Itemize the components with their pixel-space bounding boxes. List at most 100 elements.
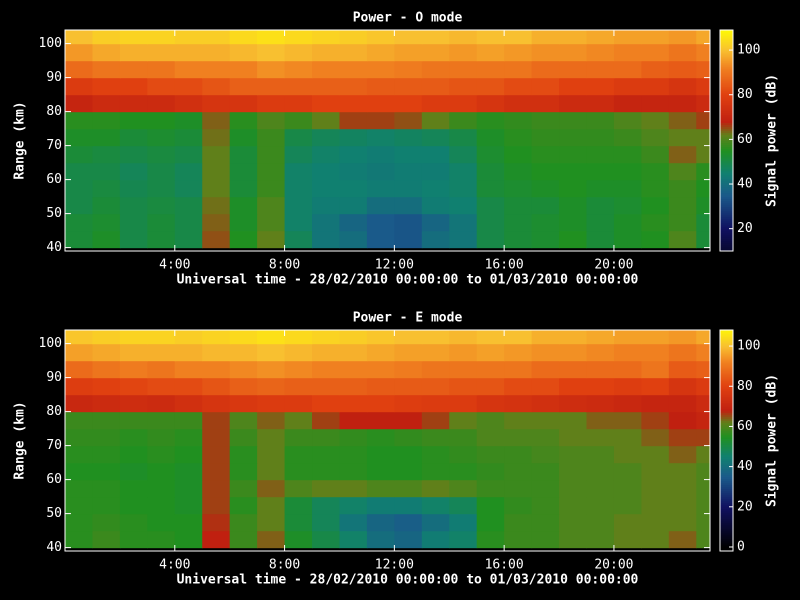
heatmap-cell [175, 395, 203, 413]
heatmap-cell [65, 197, 93, 215]
heatmap-cell [367, 95, 395, 113]
heatmap-cell [92, 395, 120, 413]
heatmap-cell [641, 78, 669, 96]
heatmap-cell [285, 44, 313, 62]
heatmap-cell [339, 112, 367, 130]
heatmap-cell [669, 214, 697, 232]
heatmap-cell [285, 429, 313, 447]
heatmap-cell [230, 497, 258, 515]
heatmap-cell [394, 231, 422, 249]
heatmap-cell [147, 531, 175, 549]
heatmap-cell [339, 480, 367, 498]
heatmap [65, 327, 724, 549]
heatmap-cell [641, 378, 669, 396]
heatmap-cell [65, 395, 93, 413]
x-tick-label: 12:00 [375, 558, 414, 573]
heatmap-cell [92, 361, 120, 379]
heatmap-cell [614, 163, 642, 181]
heatmap-cell [559, 429, 587, 447]
heatmap-cell [504, 129, 532, 147]
heatmap-cell [147, 44, 175, 62]
heatmap-cell [394, 463, 422, 481]
heatmap-cell [339, 129, 367, 147]
heatmap-cell [641, 361, 669, 379]
heatmap-cell [394, 480, 422, 498]
heatmap-cell [120, 180, 148, 198]
heatmap-cell [614, 61, 642, 79]
heatmap-cell [614, 412, 642, 430]
heatmap-cell [147, 429, 175, 447]
heatmap-cell [532, 463, 560, 481]
heatmap-cell [339, 497, 367, 515]
heatmap-cell [147, 480, 175, 498]
heatmap-cell [532, 429, 560, 447]
heatmap-cell [339, 412, 367, 430]
heatmap-cell [641, 129, 669, 147]
heatmap-cell [477, 112, 505, 130]
heatmap-cell [339, 146, 367, 164]
heatmap-cell [120, 61, 148, 79]
heatmap-cell [504, 378, 532, 396]
heatmap-cell [120, 214, 148, 232]
heatmap-cell [257, 112, 285, 130]
heatmap-cell [477, 95, 505, 113]
heatmap-cell [175, 378, 203, 396]
heatmap-cell [202, 95, 230, 113]
heatmap-cell [669, 344, 697, 362]
heatmap-cell [504, 163, 532, 181]
y-tick-label: 80 [46, 404, 62, 419]
heatmap-cell [532, 146, 560, 164]
heatmap-cell [449, 61, 477, 79]
heatmap-cell [449, 531, 477, 549]
heatmap-cell [147, 231, 175, 249]
heatmap-cell [312, 95, 340, 113]
heatmap-cell [339, 163, 367, 181]
heatmap-cell [422, 146, 450, 164]
heatmap-cell [339, 61, 367, 79]
heatmap-cell [422, 112, 450, 130]
heatmap-cell [230, 446, 258, 464]
heatmap-cell [641, 446, 669, 464]
heatmap-cell [257, 429, 285, 447]
heatmap-cell [504, 361, 532, 379]
heatmap-cell [669, 395, 697, 413]
heatmap-cell [394, 378, 422, 396]
heatmap-cell [230, 146, 258, 164]
heatmap-cell [669, 446, 697, 464]
heatmap-cell [532, 78, 560, 96]
heatmap-cell [285, 446, 313, 464]
heatmap-cell [202, 480, 230, 498]
heatmap-cell [339, 446, 367, 464]
x-axis-label: Universal time - 28/02/2010 00:00:00 to … [177, 273, 639, 288]
heatmap-cell [394, 197, 422, 215]
heatmap-cell [230, 231, 258, 249]
heatmap-cell [147, 344, 175, 362]
heatmap-cell [422, 231, 450, 249]
heatmap-cell [504, 61, 532, 79]
heatmap-cell [614, 395, 642, 413]
heatmap-cell [65, 112, 93, 130]
heatmap-cell [559, 180, 587, 198]
heatmap-cell [120, 378, 148, 396]
heatmap-cell [504, 95, 532, 113]
heatmap-cell [367, 180, 395, 198]
heatmap-cell [230, 514, 258, 532]
heatmap-cell [532, 180, 560, 198]
heatmap-cell [504, 480, 532, 498]
heatmap-cell [120, 514, 148, 532]
heatmap-cell [230, 531, 258, 549]
heatmap-cell [559, 129, 587, 147]
heatmap-cell [120, 429, 148, 447]
heatmap-cell [641, 163, 669, 181]
heatmap-cell [532, 197, 560, 215]
heatmap-cell [477, 197, 505, 215]
heatmap-cell [312, 531, 340, 549]
heatmap-cell [477, 531, 505, 549]
heatmap-cell [257, 61, 285, 79]
heatmap-cell [312, 480, 340, 498]
heatmap-cell [65, 180, 93, 198]
heatmap-cell [257, 361, 285, 379]
heatmap-cell [92, 78, 120, 96]
x-tick-label: 4:00 [159, 258, 190, 273]
heatmap-cell [147, 497, 175, 515]
